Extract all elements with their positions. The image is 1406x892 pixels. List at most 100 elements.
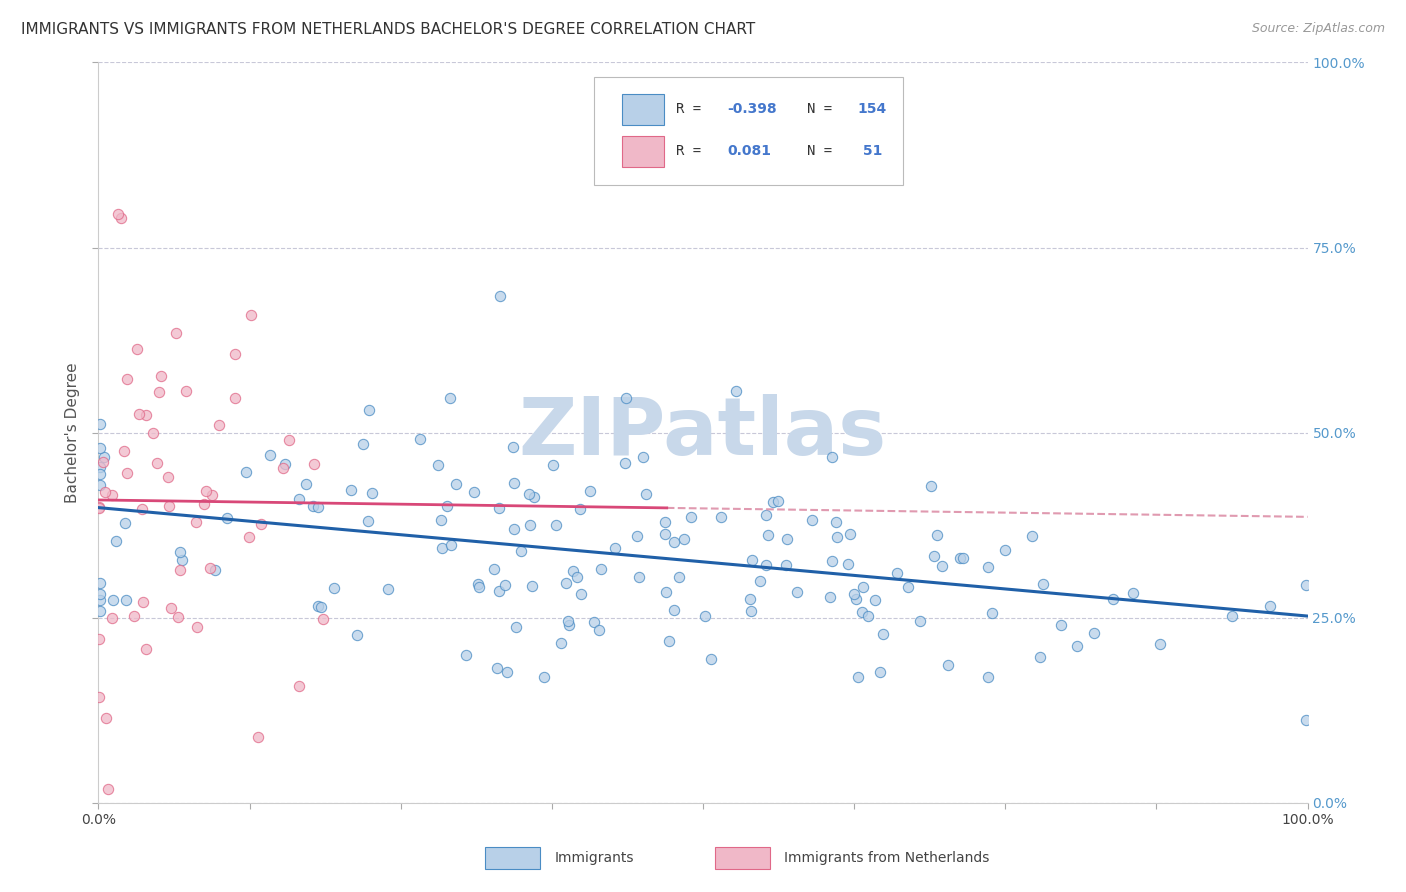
Point [217,511,239,525]
Point [322,581,344,595]
Point [523,491,546,505]
Text: 51: 51 [858,145,882,158]
Point [569,587,592,601]
Point [430,513,453,527]
Point [91,455,114,469]
Point [201,488,224,502]
Point [510,544,533,558]
Point [502,440,524,454]
Point [628,570,651,584]
Point [821,450,844,464]
Point [195,484,218,499]
Point [756,528,779,542]
Point [872,627,894,641]
Point [274,457,297,471]
Point [239,308,262,322]
FancyBboxPatch shape [716,847,769,870]
Point [436,500,458,514]
Point [654,516,676,530]
Point [1220,609,1243,624]
Text: Source: ZipAtlas.com: Source: ZipAtlas.com [1251,22,1385,36]
Point [844,587,866,601]
Text: Immigrants: Immigrants [554,851,634,865]
FancyBboxPatch shape [485,847,540,870]
Point [981,606,1004,620]
Point [408,432,430,446]
Point [775,558,797,572]
Point [824,515,846,529]
FancyBboxPatch shape [621,136,664,167]
Point [896,581,918,595]
Point [668,570,690,584]
Point [920,478,942,492]
Point [259,448,281,462]
Point [533,670,555,684]
Point [863,593,886,607]
Point [741,553,763,567]
Point [167,609,190,624]
Point [165,326,187,340]
Text: 0.081: 0.081 [727,145,770,158]
Point [87,500,110,515]
Point [846,670,869,684]
Point [489,289,512,303]
Point [679,509,702,524]
Point [562,564,585,578]
Text: IMMIGRANTS VS IMMIGRANTS FROM NETHERLANDS BACHELOR'S DEGREE CORRELATION CHART: IMMIGRANTS VS IMMIGRANTS FROM NETHERLAND… [21,22,755,37]
Point [122,609,145,624]
Point [825,530,848,544]
Point [495,665,517,679]
Point [115,592,138,607]
Point [589,562,612,576]
Point [505,620,527,634]
Point [287,491,309,506]
Point [485,661,508,675]
Point [463,485,485,500]
Point [307,500,329,515]
Point [503,475,526,490]
Point [128,407,150,421]
Point [614,456,637,470]
Point [87,632,110,646]
Point [488,583,510,598]
Point [755,508,778,522]
Point [146,456,169,470]
Point [1149,637,1171,651]
Point [440,538,463,552]
Point [430,541,453,555]
Point [377,582,399,597]
Point [1122,586,1144,600]
Point [184,515,207,529]
Point [801,512,824,526]
Point [567,570,589,584]
Point [132,595,155,609]
Point [922,549,945,564]
Point [603,541,626,555]
Point [766,493,789,508]
Point [557,614,579,628]
Point [467,577,489,591]
Point [89,478,111,492]
Point [554,576,576,591]
Point [1295,714,1317,728]
Point [304,457,326,471]
Point [936,657,959,672]
Point [519,518,541,533]
Point [156,470,179,484]
Text: N =: N = [807,145,841,158]
Text: R =: R = [676,145,718,158]
Point [352,437,374,451]
Text: 154: 154 [858,102,887,116]
Point [444,477,467,491]
Point [135,641,157,656]
Point [454,648,477,663]
Point [238,531,260,545]
Point [748,574,770,589]
Point [101,610,124,624]
Point [89,605,111,619]
Text: Immigrants from Netherlands: Immigrants from Netherlands [785,851,990,865]
Point [908,615,931,629]
Text: -0.398: -0.398 [727,102,776,116]
Point [579,483,602,498]
Point [851,605,873,619]
